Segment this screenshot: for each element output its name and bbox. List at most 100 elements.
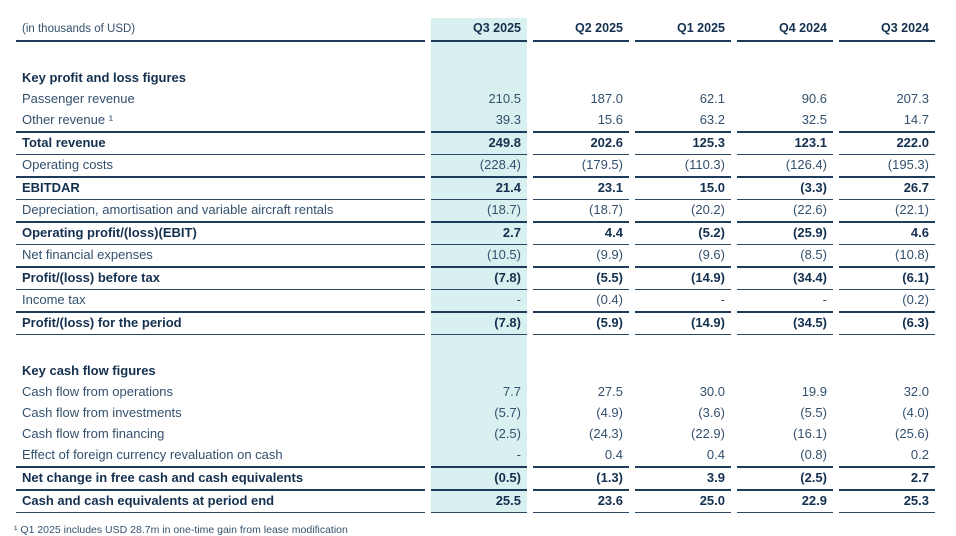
value-cell: 25.0 xyxy=(635,489,731,513)
value-cell: 22.9 xyxy=(737,489,833,513)
row-label: Other revenue ¹ xyxy=(22,112,114,128)
value-cell: 3.9 xyxy=(635,466,731,489)
value-cell: 32.5 xyxy=(801,112,827,128)
quarterly-financials-table: (in thousands of USD) Q3 2025 Q2 2025 Q1 2… xyxy=(10,18,941,513)
col-header-q2-2025: Q2 2025 xyxy=(533,18,629,42)
value-cell: (5.5) xyxy=(800,405,827,421)
table-row: Cash and cash equivalents at period end 2… xyxy=(16,489,935,513)
value-cell: (5.5) xyxy=(533,266,629,290)
row-label: EBITDAR xyxy=(16,176,425,200)
empty-cell xyxy=(533,335,629,361)
value-cell: 63.2 xyxy=(699,112,725,128)
empty-cell xyxy=(839,42,935,68)
table-row: Operating costs (228.4) (179.5) (110.3) (126… xyxy=(16,155,935,176)
value-cell: 222.0 xyxy=(839,131,935,155)
empty-cell xyxy=(431,361,527,382)
section-header-row: Key profit and loss figures xyxy=(16,68,935,89)
empty-cell xyxy=(839,335,935,361)
value-cell: 125.3 xyxy=(635,131,731,155)
value-cell: (34.4) xyxy=(737,266,833,290)
value-cell: - xyxy=(822,292,827,308)
value-cell: (7.8) xyxy=(431,266,527,290)
value-cell: (1.3) xyxy=(533,466,629,489)
value-cell: 23.1 xyxy=(533,176,629,200)
table-row: Cash flow from operations 7.7 27.5 30.0 19.9… xyxy=(16,382,935,403)
row-label: Cash flow from operations xyxy=(22,384,174,400)
value-cell: (10.5) xyxy=(431,245,527,266)
value-cell: 25.3 xyxy=(839,489,935,513)
value-cell: (18.7) xyxy=(431,200,527,221)
table-row: Depreciation, amortisation and variable … xyxy=(16,200,935,221)
spacer-row xyxy=(16,42,935,68)
row-label: Total revenue xyxy=(16,131,425,155)
value-cell: 0.4 xyxy=(706,447,725,463)
value-cell: 19.9 xyxy=(801,384,827,400)
row-label: Net change in free cash and cash equival… xyxy=(16,466,425,489)
value-cell: (25.6) xyxy=(895,426,929,442)
row-label: Depreciation, amortisation and variable … xyxy=(22,202,334,218)
value-cell: 187.0 xyxy=(590,91,623,107)
table-row: Operating profit/(loss)(EBIT) 2.7 4.4 (5.2)… xyxy=(16,221,935,245)
value-cell: (5.2) xyxy=(635,221,731,245)
value-cell: 23.6 xyxy=(533,489,629,513)
row-label: Cash and cash equivalents at period end xyxy=(16,489,425,513)
empty-cell xyxy=(635,68,731,89)
empty-cell xyxy=(533,361,629,382)
value-cell: (20.2) xyxy=(691,202,725,218)
value-cell: 4.4 xyxy=(533,221,629,245)
empty-cell xyxy=(737,335,833,361)
empty-cell xyxy=(737,42,833,68)
value-cell: (6.1) xyxy=(839,266,935,290)
value-cell: (34.5) xyxy=(737,311,833,335)
table-row: Passenger revenue 210.5 187.0 62.1 90.6 207.3 xyxy=(16,89,935,110)
table-row: Net financial expenses (10.5) (9.9) (9.6) (8… xyxy=(16,245,935,266)
row-label: Income tax xyxy=(22,292,86,308)
value-cell: (0.4) xyxy=(596,292,623,308)
value-cell: 32.0 xyxy=(903,384,929,400)
table-row: EBITDAR 21.4 23.1 15.0 (3.3) 26.7 xyxy=(16,176,935,200)
value-cell: (14.9) xyxy=(635,311,731,335)
value-cell: (5.9) xyxy=(533,311,629,335)
value-cell: (22.9) xyxy=(691,426,725,442)
value-cell: (6.3) xyxy=(839,311,935,335)
value-cell: 15.6 xyxy=(597,112,623,128)
value-cell: (9.9) xyxy=(596,247,623,263)
empty-cell xyxy=(16,42,425,68)
value-cell: 207.3 xyxy=(896,91,929,107)
value-cell: 0.4 xyxy=(604,447,623,463)
value-cell: (2.5) xyxy=(737,466,833,489)
value-cell: 123.1 xyxy=(737,131,833,155)
col-header-q4-2024: Q4 2024 xyxy=(737,18,833,42)
value-cell: (2.5) xyxy=(431,424,527,445)
value-cell: 202.6 xyxy=(533,131,629,155)
value-cell: 62.1 xyxy=(699,91,725,107)
value-cell: (16.1) xyxy=(793,426,827,442)
value-cell: 26.7 xyxy=(839,176,935,200)
value-cell: - xyxy=(720,292,725,308)
value-cell: 21.4 xyxy=(431,176,527,200)
col-header-q3-2025: Q3 2025 xyxy=(431,18,527,42)
col-header-q3-2024: Q3 2024 xyxy=(839,18,935,42)
table-row: Net change in free cash and cash equival… xyxy=(16,466,935,489)
empty-cell xyxy=(431,68,527,89)
value-cell: 0.2 xyxy=(910,447,929,463)
value-cell: (3.6) xyxy=(698,405,725,421)
empty-cell xyxy=(737,361,833,382)
value-cell: 15.0 xyxy=(635,176,731,200)
empty-cell xyxy=(533,68,629,89)
value-cell: (8.5) xyxy=(800,247,827,263)
value-cell: 39.3 xyxy=(431,110,527,131)
row-label: Operating profit/(loss)(EBIT) xyxy=(16,221,425,245)
table-row: Effect of foreign currency revaluation o… xyxy=(16,445,935,466)
value-cell: (10.8) xyxy=(895,247,929,263)
empty-cell xyxy=(431,335,527,361)
value-cell: (3.3) xyxy=(737,176,833,200)
empty-cell xyxy=(737,68,833,89)
value-cell: (22.1) xyxy=(895,202,929,218)
value-cell: (22.6) xyxy=(793,202,827,218)
value-cell: (25.9) xyxy=(737,221,833,245)
value-cell: 27.5 xyxy=(597,384,623,400)
table-row: Other revenue ¹ 39.3 15.6 63.2 32.5 14.7 xyxy=(16,110,935,131)
empty-cell xyxy=(16,335,425,361)
empty-cell xyxy=(839,68,935,89)
